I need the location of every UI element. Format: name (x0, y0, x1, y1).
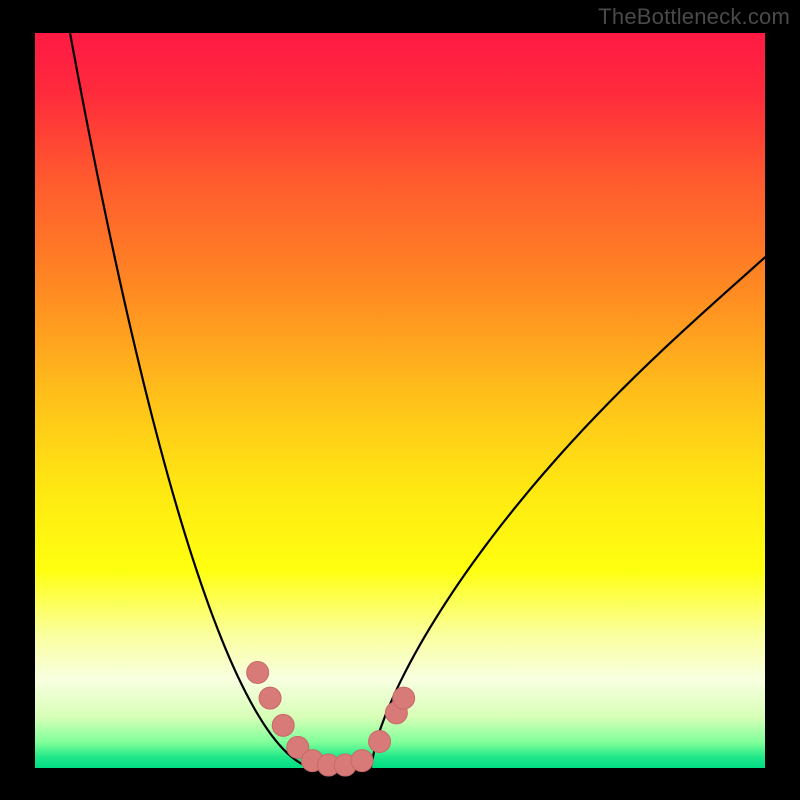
watermark-text: TheBottleneck.com (598, 4, 790, 30)
chart-stage: TheBottleneck.com (0, 0, 800, 800)
plot-background (35, 33, 765, 768)
data-marker (369, 731, 391, 753)
data-marker (272, 714, 294, 736)
data-marker (393, 687, 415, 709)
data-marker (259, 687, 281, 709)
data-marker (351, 750, 373, 772)
bottleneck-curve-chart (0, 0, 800, 800)
data-marker (247, 661, 269, 683)
